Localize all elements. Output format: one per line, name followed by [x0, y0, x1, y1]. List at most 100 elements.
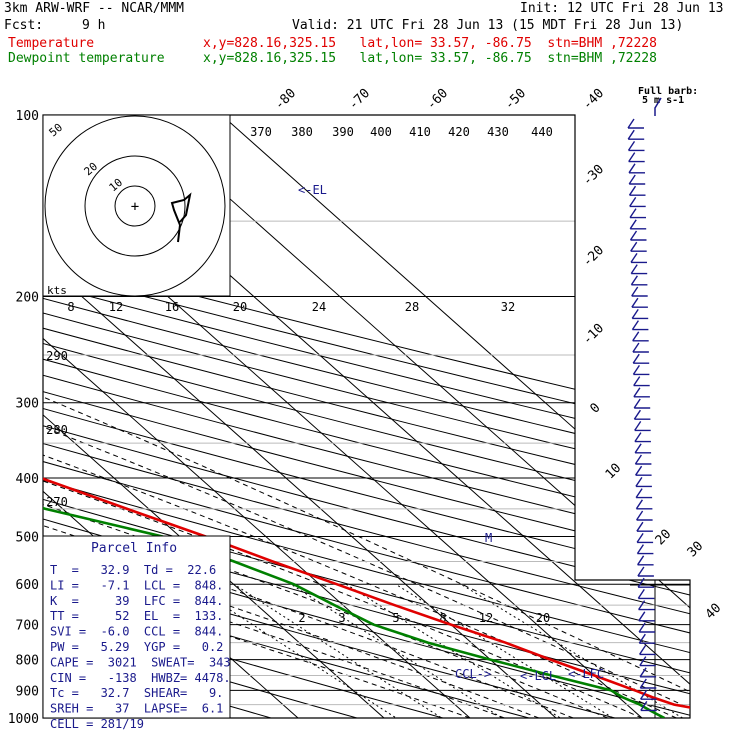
hodograph-ring	[44, 115, 226, 297]
wind-speed-tick-label: 24	[312, 300, 326, 314]
barb-legend-title: Full barb:	[638, 86, 698, 97]
temperature-tick-label: -50	[502, 86, 529, 113]
theta-label: 280	[46, 423, 68, 437]
isotherm-line	[43, 115, 485, 718]
wind-barb	[627, 118, 644, 129]
dry-adiabat-line	[43, 115, 690, 718]
parcel-info-row: SREH = 37 LAPSE= 6.1	[50, 702, 223, 716]
wind-barb	[640, 701, 657, 712]
wind-barb	[632, 342, 649, 353]
wind-barb	[636, 521, 653, 532]
hodograph-box	[42, 114, 231, 297]
wind-barb	[639, 667, 657, 678]
parcel-info-row: SVI = -6.0 CCL = 844.	[50, 625, 223, 639]
wind-barb	[634, 454, 652, 465]
temperature-tick-label: 20	[653, 527, 675, 549]
wind-barb	[631, 320, 649, 331]
mixing-ratio-line	[233, 583, 463, 718]
mixing-ratio-label: 12	[479, 611, 493, 625]
parcel-info-row: CELL = 281/19	[50, 717, 144, 731]
parcel-info-title: Parcel Info	[91, 541, 177, 556]
hodograph-ring	[84, 155, 186, 257]
theta-label: 270	[46, 495, 68, 509]
temperature-tick-label: 0	[587, 400, 603, 416]
temperature-legend-label: Temperature	[8, 36, 95, 51]
theta-label: 420	[448, 125, 470, 139]
dry-adiabat-line	[43, 115, 690, 718]
wind-barb	[629, 219, 647, 230]
wind-barb	[635, 477, 652, 488]
pressure-label: 200	[16, 291, 39, 306]
dry-adiabat-line	[43, 115, 690, 718]
temperature-tick-label: -20	[580, 243, 607, 270]
temperature-tick-label: 30	[685, 539, 707, 561]
temperature-tick-label: 40	[703, 601, 725, 623]
wind-barb	[631, 309, 649, 320]
temperature-profile	[43, 115, 690, 718]
pressure-label: 300	[16, 397, 39, 412]
wind-speed-tick-label: 32	[501, 300, 515, 314]
moist-adiabat-line	[43, 296, 505, 718]
wind-barb	[629, 230, 647, 241]
temperature-tick-label: -70	[346, 86, 373, 113]
wind-barb	[640, 689, 657, 700]
dry-adiabat-line	[43, 115, 690, 718]
isotherm-line	[43, 115, 571, 718]
pressure-label: 700	[16, 619, 39, 634]
parcel-info-row: PW = 5.29 YGP = 0.2	[50, 640, 223, 654]
parcel-info-row: LI = -7.1 LCL = 848.	[50, 578, 223, 592]
hodograph-trace	[170, 192, 192, 243]
wind-barb	[628, 185, 646, 196]
parcel-info-row: CIN = -138 HWBZ= 4478.	[50, 671, 231, 685]
wind-speed-axis-label: kts	[47, 284, 67, 297]
wind-barb	[630, 253, 647, 264]
barb-legend-sample	[654, 97, 662, 116]
wind-barb	[636, 533, 654, 544]
wind-barb	[637, 577, 655, 588]
wind-speed-tick-label: 12	[109, 300, 123, 314]
wind-barb	[628, 163, 645, 174]
mixing-ratio-label: 8	[439, 611, 446, 625]
dry-adiabat-line	[43, 115, 578, 718]
moist-adiabat-line	[43, 296, 643, 718]
dewpoint-profile	[43, 115, 665, 718]
wind-barb	[631, 297, 648, 308]
dry-adiabat-line	[43, 115, 690, 718]
wind-barb	[630, 264, 648, 275]
wind-speed-tick-label: 20	[233, 300, 247, 314]
dry-adiabat-line	[43, 115, 491, 718]
mixing-ratio-label: 20	[536, 611, 550, 625]
parcel-info-row: K = 39 LFC = 844.	[50, 594, 223, 608]
wind-barb	[633, 398, 651, 409]
theta-label: 410	[409, 125, 431, 139]
wind-barb	[634, 443, 652, 454]
pressure-label: 400	[16, 472, 39, 487]
wind-barb	[634, 432, 651, 443]
wind-barb	[628, 174, 646, 185]
mixing-ratio-label: 2	[298, 611, 305, 625]
forecast-label: Fcst:	[4, 18, 44, 33]
wind-barb	[637, 589, 655, 600]
wind-barb	[632, 353, 650, 364]
mixing-ratio-line	[395, 583, 635, 718]
isotherm-line	[221, 115, 690, 718]
dry-adiabat-line	[43, 115, 690, 718]
dewpoint-location-info: x,y=828.16,325.15 lat,lon= 33.57, -86.75…	[203, 51, 657, 66]
lfc-marker: <-LFC	[568, 667, 604, 681]
theta-label: 400	[370, 125, 392, 139]
temperature-tick-label: -60	[424, 86, 451, 113]
wind-barb	[627, 129, 645, 140]
temperature-tick-label: -30	[580, 162, 607, 189]
wind-barb	[628, 152, 645, 163]
temperature-tick-label: 10	[603, 461, 625, 483]
hodograph-center-mark: +	[131, 199, 139, 215]
wind-barb	[635, 465, 652, 476]
wind-barb	[632, 331, 649, 342]
mixing-ratio-label: 5	[392, 611, 399, 625]
init-time: Init: 12 UTC Fri 28 Jun 13	[520, 1, 724, 16]
wind-barb	[633, 387, 650, 398]
dry-adiabat-line	[43, 115, 690, 718]
parcel-info-row: TT = 52 EL = 133.	[50, 609, 223, 623]
wind-barb	[637, 566, 654, 577]
